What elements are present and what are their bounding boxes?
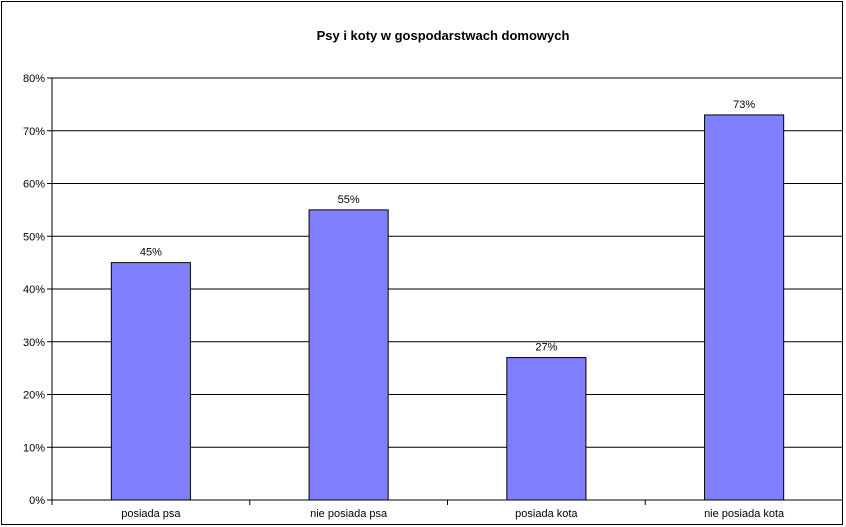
bar — [506, 357, 587, 501]
y-tick-label: 40% — [23, 284, 45, 296]
x-tick-label: nie posiada psa — [310, 508, 388, 520]
data-labels: 45% 55% 27% 73% — [140, 99, 755, 354]
x-tick-labels: posiada psa nie posiada psa posiada kota ni… — [121, 508, 785, 520]
y-tick-labels: 0% 10% 20% 30% 40% 50% 60% 70% 80% — [23, 73, 45, 507]
y-tick-label: 50% — [23, 231, 45, 243]
y-tick-label: 30% — [23, 337, 45, 349]
y-tick-label: 20% — [23, 390, 45, 402]
data-label: 27% — [535, 342, 557, 354]
y-tick-label: 80% — [23, 73, 45, 85]
x-tick-label: nie posiada kota — [704, 508, 785, 520]
data-label: 45% — [140, 247, 162, 259]
bar — [308, 209, 389, 501]
y-tick-label: 10% — [23, 442, 45, 454]
y-tick-label: 60% — [23, 179, 45, 191]
y-tick-label: 70% — [23, 126, 45, 138]
bar — [704, 114, 785, 501]
y-tick-label: 0% — [29, 495, 45, 507]
axes — [51, 78, 843, 505]
data-label: 55% — [338, 194, 360, 206]
bars — [110, 114, 785, 501]
chart-title: Psy i koty w gospodarstwach domowych — [317, 28, 570, 43]
bar — [110, 262, 191, 501]
x-tick-label: posiada psa — [121, 508, 181, 520]
data-label: 73% — [733, 99, 755, 111]
x-tick-label: posiada kota — [515, 508, 578, 520]
